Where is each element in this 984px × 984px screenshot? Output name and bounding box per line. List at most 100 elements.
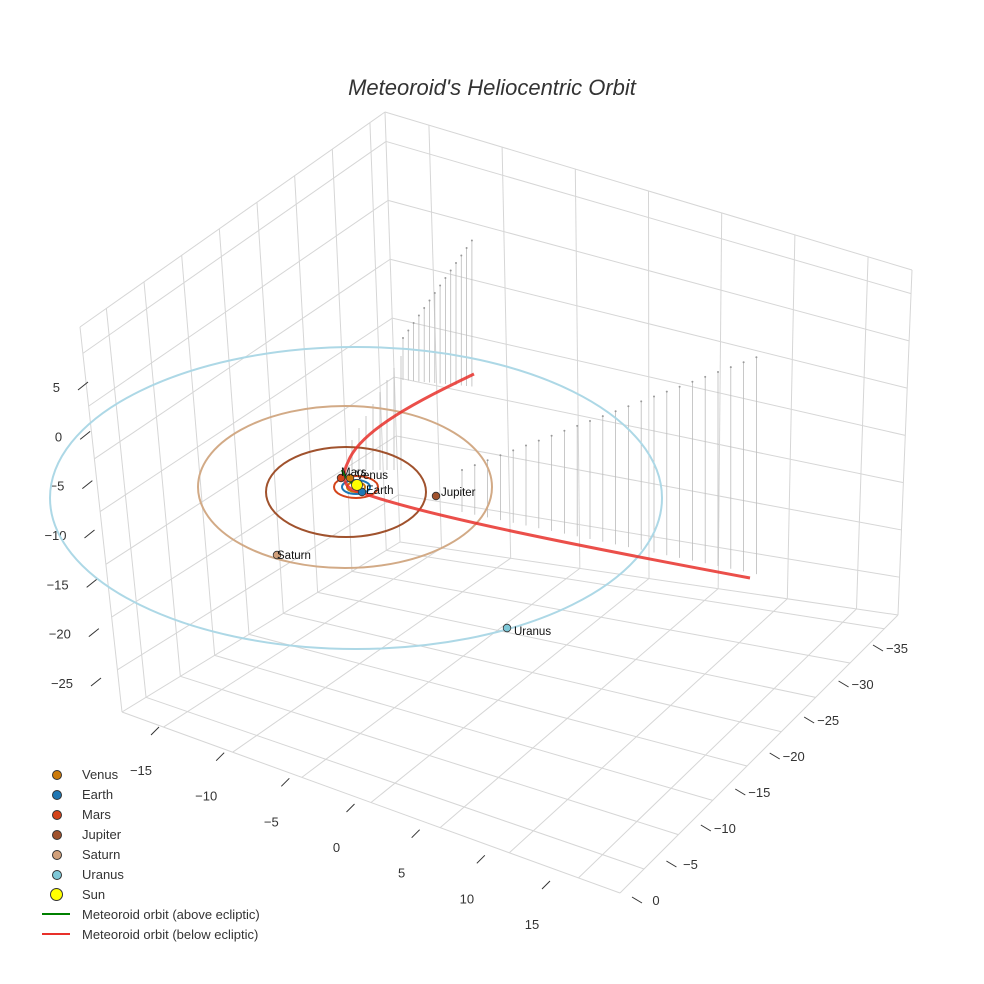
- legend-item[interactable]: Earth: [36, 784, 260, 804]
- axis-box-edge: [619, 614, 899, 894]
- drop-line-tip: [512, 449, 515, 452]
- x-tick-label: −10: [195, 789, 217, 804]
- orbit-uranus: [49, 346, 663, 650]
- floor-grid-line: [370, 578, 650, 803]
- floor-grid-line: [145, 696, 645, 870]
- z-tick-mark: [77, 381, 89, 391]
- floor-grid-line: [508, 598, 788, 854]
- planet-label-saturn: Saturn: [277, 550, 311, 562]
- z-tick-label: −20: [49, 627, 71, 642]
- drop-line-tip: [439, 284, 442, 287]
- legend-item[interactable]: Jupiter: [36, 824, 260, 844]
- legend-item[interactable]: Meteoroid orbit (above ecliptic): [36, 904, 260, 924]
- back-wall-grid-line: [856, 256, 869, 609]
- left-wall-grid-line: [181, 255, 216, 656]
- left-wall-grid-line: [94, 258, 391, 460]
- planet-label-jupiter: Jupiter: [441, 487, 476, 499]
- floor-grid-line: [351, 570, 851, 664]
- planet-markers: Venus Earth Mars Jupiter Saturn Uranus: [272, 467, 551, 638]
- axis-box-edge: [79, 326, 123, 713]
- z-tick-mark: [82, 480, 93, 490]
- drop-line-tip: [433, 292, 436, 294]
- drop-line-tip: [407, 329, 410, 332]
- y-tick-label: −10: [714, 821, 736, 836]
- planet-marker-jupiter: [431, 491, 441, 501]
- legend-symbol: [52, 850, 62, 860]
- left-wall-grid-line: [143, 281, 181, 677]
- planet-marker-saturn: [272, 550, 282, 560]
- left-wall-grid-line: [256, 202, 284, 614]
- planet-marker-earth: [357, 487, 367, 497]
- back-wall-grid-line: [648, 190, 650, 579]
- legend-symbol: [52, 830, 62, 840]
- x-tick-label: 5: [398, 866, 405, 881]
- left-wall-grid-line: [294, 175, 319, 593]
- planet-label-mars: Mars: [341, 467, 367, 479]
- floor-grid-line: [180, 675, 679, 836]
- back-wall-grid-line: [574, 169, 581, 569]
- meteoroid-orbit: [341, 372, 751, 580]
- legend-item[interactable]: Mars: [36, 804, 260, 824]
- planet-label-venus: Venus: [356, 470, 388, 482]
- x-tick-mark: [280, 777, 290, 787]
- legend-item[interactable]: Sun: [36, 884, 260, 904]
- x-tick-label: −5: [264, 814, 279, 829]
- left-wall-grid-line: [369, 122, 387, 551]
- y-tick-mark: [769, 752, 780, 760]
- back-wall-grid-line: [385, 140, 912, 295]
- z-tick-label: 0: [55, 429, 62, 444]
- back-wall-grid-line: [786, 234, 796, 599]
- drop-line-tip: [537, 439, 540, 442]
- drop-line-tip: [704, 375, 707, 378]
- legend-symbol: [52, 770, 62, 780]
- legend-item[interactable]: Uranus: [36, 864, 260, 884]
- legend-label: Sun: [82, 886, 106, 902]
- legend-item[interactable]: Venus: [36, 764, 260, 784]
- planet-orbits: [49, 346, 663, 650]
- orbit-mars: [333, 475, 379, 499]
- meteoroid-drop-lines: [351, 239, 758, 575]
- floor-grid-line: [232, 557, 511, 753]
- chart-title: Meteoroid's Heliocentric Orbit: [348, 75, 637, 100]
- z-tick-label: −5: [50, 479, 65, 494]
- axis-box-edge: [399, 541, 899, 616]
- axis-ticks: −15 −10 −5 0 5 10 15 −35 −30 −25 −20 −15 −10 −5 0 5 0 −5 −…: [44, 380, 908, 932]
- legend-swatch: [36, 884, 76, 904]
- legend-item[interactable]: Saturn: [36, 844, 260, 864]
- drop-line-tip: [402, 337, 404, 339]
- floor-grid-line: [317, 591, 816, 698]
- legend-symbol: [42, 913, 70, 915]
- floor-grid-line: [578, 608, 857, 879]
- axis-box-edge: [79, 111, 386, 328]
- left-wall-grid-line: [105, 308, 147, 698]
- drop-line-tip: [678, 385, 681, 388]
- drop-line-tip: [755, 356, 758, 359]
- y-tick-label: −25: [817, 713, 839, 728]
- x-tick-mark: [476, 854, 486, 864]
- floor-grid-line: [214, 654, 713, 801]
- legend: Venus Earth Mars Jupiter Saturn Uranus Sun Mete…: [36, 764, 260, 944]
- y-tick-mark: [838, 680, 849, 688]
- legend-label: Meteoroid orbit (below ecliptic): [82, 926, 259, 942]
- drop-line-tip: [653, 395, 655, 398]
- axis-box-edge: [121, 711, 621, 894]
- z-tick-mark: [90, 677, 102, 687]
- x-tick-mark: [411, 829, 421, 839]
- legend-swatch: [36, 904, 76, 924]
- drop-line-tip: [742, 361, 745, 364]
- axis-box-edge: [384, 111, 913, 271]
- z-tick-label: −25: [51, 676, 73, 691]
- drop-line-tip: [461, 469, 463, 471]
- drop-line-tip: [576, 424, 579, 427]
- left-wall-grid-line: [105, 376, 395, 565]
- drop-line-tip: [423, 307, 426, 309]
- legend-swatch: [36, 764, 76, 784]
- left-wall-grid-line: [88, 199, 389, 407]
- drop-line-tip: [550, 434, 553, 437]
- x-tick-mark: [215, 752, 225, 762]
- legend-label: Earth: [82, 786, 114, 802]
- legend-item[interactable]: Meteoroid orbit (below ecliptic): [36, 924, 260, 944]
- drop-line-tip: [455, 262, 457, 264]
- x-tick-label: 15: [525, 917, 539, 932]
